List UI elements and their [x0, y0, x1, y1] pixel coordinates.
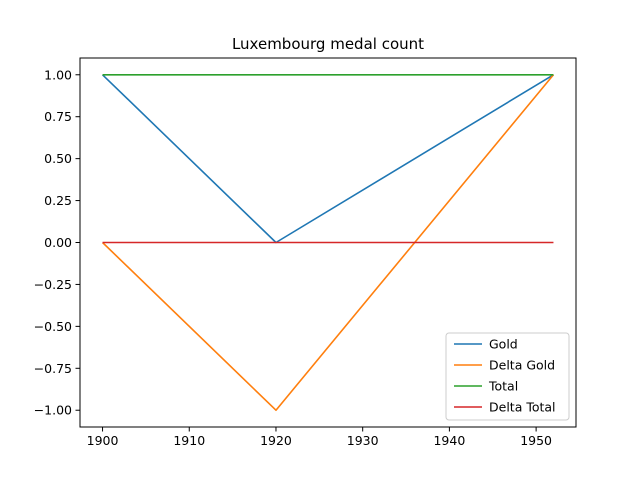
series-layer: [101, 73, 555, 412]
legend-frame: [445, 332, 570, 421]
y-tick-label: −0.25: [34, 277, 72, 292]
legend-label-1: Delta Gold: [489, 358, 555, 373]
x-tick-label: 1950: [520, 433, 552, 448]
series-line-0: [101, 74, 554, 244]
y-tick-label: 0.00: [44, 235, 72, 250]
x-tick-label: 1920: [260, 433, 292, 448]
legend-label-2: Total: [488, 379, 518, 394]
legend-label-0: Gold: [489, 337, 518, 352]
y-tick-label: −0.75: [34, 361, 72, 376]
x-axis: 1900 1910 1920 1930 1940 1950: [87, 427, 552, 448]
x-tick-label: 1910: [173, 433, 205, 448]
y-tick-label: 0.50: [44, 151, 72, 166]
x-tick-label: 1940: [433, 433, 465, 448]
x-tick-label: 1930: [347, 433, 379, 448]
y-tick-label: −1.00: [34, 403, 72, 418]
y-axis: 1.00 0.75 0.50 0.25 0.00 −0.25 −0.50 −0.75 −1.00: [34, 67, 80, 418]
y-tick-label: 1.00: [44, 67, 72, 82]
legend: Gold Delta Gold Total Delta Total: [445, 332, 570, 421]
y-tick-label: −0.50: [34, 319, 72, 334]
series-line-1: [101, 74, 555, 412]
y-tick-label: 0.25: [44, 193, 72, 208]
legend-label-3: Delta Total: [489, 400, 556, 415]
y-tick-label: 0.75: [44, 109, 72, 124]
chart-title: Luxembourg medal count: [232, 35, 424, 53]
x-tick-label: 1900: [87, 433, 119, 448]
